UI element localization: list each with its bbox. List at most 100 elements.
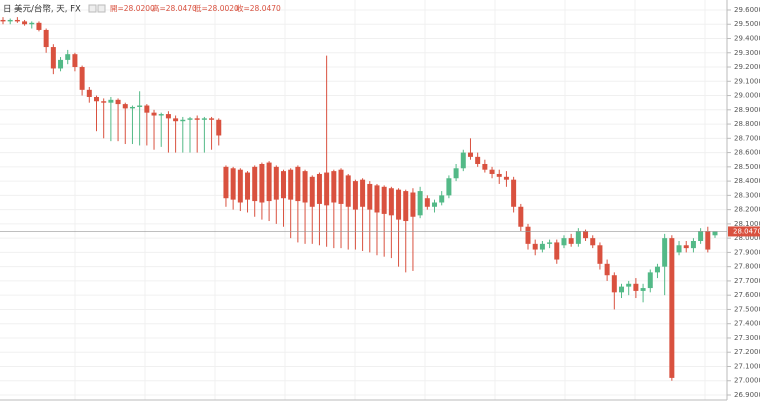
candle-body xyxy=(460,152,466,169)
y-tick-label: 27.2000 xyxy=(734,348,760,356)
candle-body xyxy=(654,266,660,273)
candle-body xyxy=(712,231,718,236)
candle-body xyxy=(273,166,279,200)
candle-body xyxy=(29,22,35,25)
y-tick-label: 28.6000 xyxy=(734,149,760,157)
candle-body xyxy=(518,206,524,227)
y-tick-label: 28.0000 xyxy=(734,234,760,242)
ohlc-low: 低=28.0020 xyxy=(194,3,239,13)
candle-body xyxy=(201,118,207,120)
y-tick-label: 28.4000 xyxy=(734,177,760,185)
y-tick-label: 29.4000 xyxy=(734,35,760,43)
candle-body xyxy=(65,54,71,60)
candle-body xyxy=(410,192,416,217)
candle-body xyxy=(151,112,157,116)
candle-body xyxy=(72,54,78,68)
candle-body xyxy=(690,240,696,249)
candle-body xyxy=(360,179,366,207)
candle-body xyxy=(223,166,229,199)
candle-body xyxy=(374,185,380,213)
candle-body xyxy=(662,238,668,267)
candle-body xyxy=(180,119,186,122)
candle-body xyxy=(669,238,675,378)
candle-body xyxy=(122,104,128,109)
candle-body xyxy=(590,238,596,246)
candle-body xyxy=(237,169,243,203)
candle-body xyxy=(187,118,193,120)
candle-body xyxy=(230,168,236,200)
ohlc-high: 高=28.0470 xyxy=(152,3,197,13)
y-tick-label: 29.0000 xyxy=(734,92,760,100)
candle-body xyxy=(345,175,351,207)
candle-body xyxy=(611,275,617,293)
symbol-icon: 日 xyxy=(3,5,12,15)
candle-body xyxy=(302,171,308,203)
candle-body xyxy=(575,231,581,244)
y-tick-label: 28.5000 xyxy=(734,163,760,171)
ohlc-close: 收=28.0470 xyxy=(236,3,281,13)
candle-body xyxy=(705,231,711,250)
candle-body xyxy=(58,59,64,69)
candle-body xyxy=(101,101,107,103)
y-tick-label: 28.9000 xyxy=(734,106,760,114)
candle-body xyxy=(331,171,337,203)
candle-body xyxy=(259,163,265,203)
candle-body xyxy=(496,173,502,177)
candle-body xyxy=(79,67,85,90)
candle-body xyxy=(309,176,315,207)
candle-body xyxy=(129,106,135,109)
toggle[interactable] xyxy=(88,4,97,13)
candle-body xyxy=(173,118,179,122)
candle-body xyxy=(640,288,646,291)
candle-body xyxy=(338,169,344,204)
ohlc-open: 開=28.0200 xyxy=(110,4,155,13)
candle-body xyxy=(316,173,322,204)
candle-body xyxy=(446,178,452,196)
candle-body xyxy=(561,238,567,246)
candle-body xyxy=(532,243,538,250)
y-tick-label: 28.8000 xyxy=(734,120,760,128)
candle-body xyxy=(489,169,495,174)
y-tick-label: 27.4000 xyxy=(734,320,760,328)
candle-body xyxy=(482,163,488,170)
candle-body xyxy=(511,179,517,207)
candle-body xyxy=(683,245,689,249)
y-tick-label: 27.5000 xyxy=(734,305,760,313)
candle-body xyxy=(144,105,150,113)
candle-body xyxy=(165,114,171,119)
candle-body xyxy=(698,231,704,241)
y-tick-label: 27.7000 xyxy=(734,277,760,285)
chart-title: 美元/台幣, 天, FX xyxy=(14,4,81,15)
candle-body xyxy=(568,238,574,244)
candle-body xyxy=(216,119,222,136)
candle-body xyxy=(367,183,373,210)
candle-body xyxy=(633,283,639,291)
y-tick-label: 29.6000 xyxy=(734,6,760,14)
candle-body xyxy=(295,166,301,202)
y-tick-label: 29.3000 xyxy=(734,49,760,57)
y-tick-label: 28.3000 xyxy=(734,191,760,199)
y-tick-label: 27.8000 xyxy=(734,263,760,271)
candle-body xyxy=(86,89,92,97)
candle-body xyxy=(583,231,589,239)
candle-body xyxy=(388,188,394,216)
candle-body xyxy=(453,168,459,179)
candle-body xyxy=(252,166,258,202)
candle-body xyxy=(50,47,56,69)
y-tick-label: 28.1000 xyxy=(734,220,760,228)
candle-body xyxy=(467,152,473,157)
candle-body xyxy=(647,272,653,289)
y-tick-label: 29.2000 xyxy=(734,63,760,71)
candle-body xyxy=(403,191,409,222)
candle-body xyxy=(597,245,603,264)
candle-body xyxy=(547,242,553,244)
candle-body xyxy=(381,186,387,214)
candle-body xyxy=(194,118,200,120)
candle-body xyxy=(626,283,632,287)
candle-body xyxy=(115,99,121,105)
candle-body xyxy=(432,202,438,207)
candle-body xyxy=(324,172,330,206)
toggle[interactable] xyxy=(97,4,106,13)
candle-body xyxy=(396,189,402,220)
